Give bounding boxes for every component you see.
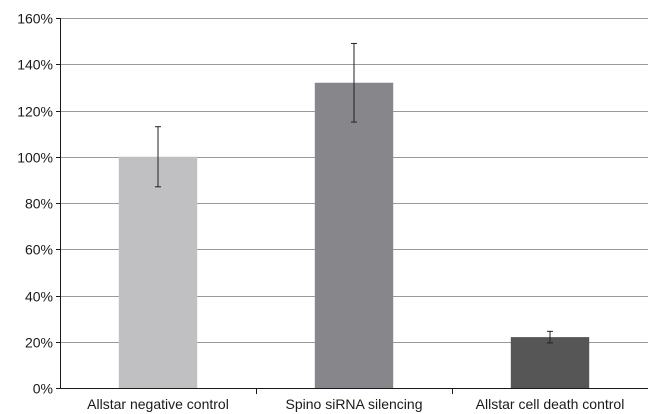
y-tick-label: 60% — [25, 242, 53, 258]
axes — [56, 18, 648, 394]
bars — [118, 82, 590, 388]
y-tick-label: 120% — [17, 104, 53, 120]
error-bar — [155, 126, 161, 188]
y-tick-labels: 0% 20% 40% 60% 80% 100% 120% 140% 160% — [17, 11, 53, 397]
x-category-label: Spino siRNA silencing — [286, 396, 423, 412]
error-bar — [351, 42, 357, 123]
y-tick-label: 160% — [17, 11, 53, 27]
y-tick-label: 20% — [25, 335, 53, 351]
error-bars — [155, 42, 553, 344]
y-tick-label: 0% — [33, 381, 53, 397]
x-category-label: Allstar cell death control — [476, 396, 625, 412]
y-tick-label: 80% — [25, 196, 53, 212]
y-tick-label: 140% — [17, 57, 53, 73]
x-category-labels: Allstar negative control Spino siRNA sile… — [87, 396, 624, 412]
bar — [314, 82, 394, 388]
x-category-label: Allstar negative control — [87, 396, 229, 412]
bar — [510, 337, 590, 388]
error-bar — [547, 330, 553, 344]
y-tick-label: 40% — [25, 289, 53, 305]
y-tick-label: 100% — [17, 150, 53, 166]
bar — [118, 156, 198, 388]
